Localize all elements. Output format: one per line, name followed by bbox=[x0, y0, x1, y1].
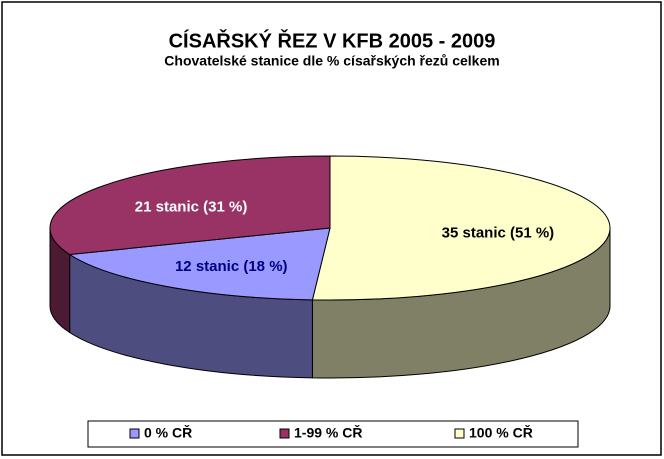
chart-title: CÍSAŘSKÝ ŘEZ V KFB 2005 - 2009 bbox=[169, 28, 496, 52]
pie-slice bbox=[68, 227, 331, 301]
data-label: 35 stanic (51 %) bbox=[442, 224, 555, 241]
legend-label: 0 % CŘ bbox=[144, 424, 192, 441]
legend-swatch bbox=[454, 428, 465, 439]
legend-swatch bbox=[279, 428, 290, 439]
chart-subtitle: Chovatelské stanice dle % císařských řez… bbox=[164, 53, 499, 69]
legend-box bbox=[87, 420, 579, 448]
legend-label: 1-99 % CŘ bbox=[294, 424, 362, 441]
pie-slice bbox=[311, 155, 611, 301]
data-label: 12 stanic (18 %) bbox=[175, 258, 288, 275]
pie-slice bbox=[49, 155, 331, 256]
legend-label: 100 % CŘ bbox=[469, 424, 533, 441]
data-label: 21 stanic (31 %) bbox=[135, 199, 248, 216]
legend-swatch bbox=[129, 428, 140, 439]
